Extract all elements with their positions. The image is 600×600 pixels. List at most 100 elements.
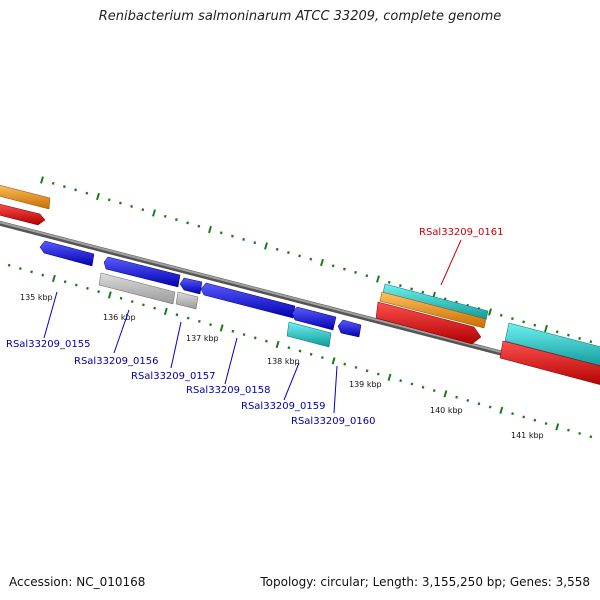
upper-track-minor-tick	[74, 188, 77, 192]
gene-track-lower	[39, 240, 362, 348]
upper-track-major-tick	[152, 209, 156, 217]
upper-track-minor-tick	[51, 181, 55, 185]
upper-track-minor-tick	[242, 237, 245, 241]
lower-track-minor-tick	[567, 428, 570, 432]
scale-labels: 135 kbp 136 kbp 137 kbp 138 kbp 139 kbp …	[20, 293, 544, 440]
upper-track-minor-tick	[85, 191, 89, 195]
upper-track-minor-tick	[107, 198, 111, 202]
gene-rsal33209-0160[interactable]	[337, 319, 362, 338]
lower-track-minor-tick	[421, 385, 425, 389]
pseudogene-rsal33209-0157b[interactable]	[175, 291, 199, 310]
scale-label-140: 140 kbp	[430, 406, 463, 415]
orange-feature-left[interactable]	[0, 184, 51, 210]
lower-track-minor-tick	[511, 412, 514, 416]
lower-track-minor-tick	[354, 365, 358, 369]
label-rsal33209-0158[interactable]: RSal33209_0158	[186, 385, 270, 396]
label-rsal33209-0159[interactable]: RSal33209_0159	[241, 401, 325, 412]
upper-track-minor-tick	[399, 284, 402, 288]
cyan-feature-0159[interactable]	[286, 321, 332, 348]
map-title: Renibacterium salmoninarum ATCC 33209, c…	[98, 9, 502, 24]
lower-track-minor-tick	[365, 369, 369, 373]
upper-track-minor-tick	[410, 287, 413, 291]
upper-track-minor-tick	[331, 264, 335, 268]
lower-track-minor-tick	[30, 270, 33, 274]
upper-track-minor-tick	[354, 270, 357, 274]
lower-track-minor-tick	[265, 339, 268, 343]
lower-track-minor-tick	[231, 329, 235, 333]
gene-rsal33209-0159[interactable]	[291, 306, 337, 331]
label-rsal33209-0161[interactable]: RSal33209_0161	[419, 227, 503, 238]
upper-track-minor-tick	[219, 231, 223, 235]
pseudogene-rsal33209-0157a[interactable]	[98, 272, 176, 305]
orange-feature-0161[interactable]	[379, 291, 487, 329]
upper-track-minor-tick	[298, 254, 301, 258]
lower-track-minor-tick	[209, 323, 212, 327]
genome-summary-text: Topology: circular; Length: 3,155,250 bp…	[260, 575, 590, 589]
gene-rsal33209-0157[interactable]	[179, 277, 203, 295]
cyan-feature-right[interactable]	[504, 322, 600, 367]
lower-track-minor-tick	[7, 263, 11, 267]
lower-track-minor-tick	[142, 303, 145, 307]
red-feature-left[interactable]	[0, 203, 46, 226]
lower-track-minor-tick	[522, 415, 526, 419]
lower-track-minor-tick	[298, 349, 302, 353]
upper-track-major-tick	[40, 176, 44, 184]
lower-track-minor-tick	[488, 405, 492, 409]
gene-rsal33209-0156[interactable]	[103, 256, 181, 288]
lower-track-major-tick	[51, 274, 56, 283]
lower-track-minor-tick	[376, 372, 380, 376]
lower-track-major-tick	[443, 390, 448, 398]
leader-0158	[224, 337, 238, 385]
upper-track-minor-tick	[533, 323, 537, 327]
upper-track-minor-tick	[287, 251, 290, 255]
label-rsal33209-0156[interactable]: RSal33209_0156	[74, 356, 158, 367]
lower-track-major-tick	[499, 406, 504, 414]
tick-track-lower	[7, 263, 593, 439]
lower-track-minor-tick	[18, 267, 22, 271]
upper-track-minor-tick	[343, 267, 346, 271]
upper-track-minor-tick	[511, 317, 514, 321]
gene-rsal33209-0155[interactable]	[39, 240, 95, 267]
lower-track-major-tick	[387, 373, 392, 381]
lower-track-major-tick	[331, 357, 336, 365]
upper-track-minor-tick	[231, 234, 234, 238]
lower-track-minor-tick	[175, 313, 179, 317]
gene-label-leaders	[43, 239, 462, 414]
feature-track-upper	[0, 184, 600, 386]
lower-track-minor-tick	[544, 422, 548, 426]
upper-track-minor-tick	[119, 201, 122, 205]
red-feature-0161[interactable]	[375, 301, 482, 345]
label-rsal33209-0155[interactable]: RSal33209_0155	[6, 339, 90, 350]
leader-0157	[170, 321, 182, 369]
lower-track-minor-tick	[399, 379, 403, 383]
lower-track-minor-tick	[86, 286, 89, 290]
label-rsal33209-0160[interactable]: RSal33209_0160	[291, 416, 375, 427]
red-feature-right[interactable]	[499, 340, 600, 386]
lower-track-minor-tick	[97, 290, 101, 294]
lower-track-major-tick	[163, 307, 168, 316]
lower-track-minor-tick	[343, 362, 347, 366]
upper-track-major-tick	[96, 192, 100, 201]
leader-0155	[43, 291, 58, 339]
upper-track-minor-tick	[578, 336, 581, 340]
lower-track-major-tick	[275, 340, 280, 349]
lower-track-major-tick	[219, 324, 224, 332]
lower-track-minor-tick	[119, 296, 123, 300]
lower-track-minor-tick	[130, 300, 134, 304]
lower-track-minor-tick	[41, 273, 45, 277]
lower-track-minor-tick	[197, 319, 201, 323]
upper-track-major-tick	[488, 308, 492, 316]
gene-rsal33209-0158[interactable]	[200, 282, 296, 319]
scale-label-141: 141 kbp	[511, 431, 544, 440]
upper-track-minor-tick	[163, 214, 167, 218]
upper-track-minor-tick	[253, 241, 257, 245]
lower-track-minor-tick	[153, 306, 156, 310]
lower-track-minor-tick	[466, 398, 470, 402]
upper-track-major-tick	[208, 225, 212, 234]
lower-track-minor-tick	[63, 280, 67, 284]
scale-label-137: 137 kbp	[186, 334, 219, 343]
lower-track-minor-tick	[432, 389, 436, 393]
upper-track-minor-tick	[555, 330, 559, 334]
label-rsal33209-0157[interactable]: RSal33209_0157	[131, 371, 215, 382]
